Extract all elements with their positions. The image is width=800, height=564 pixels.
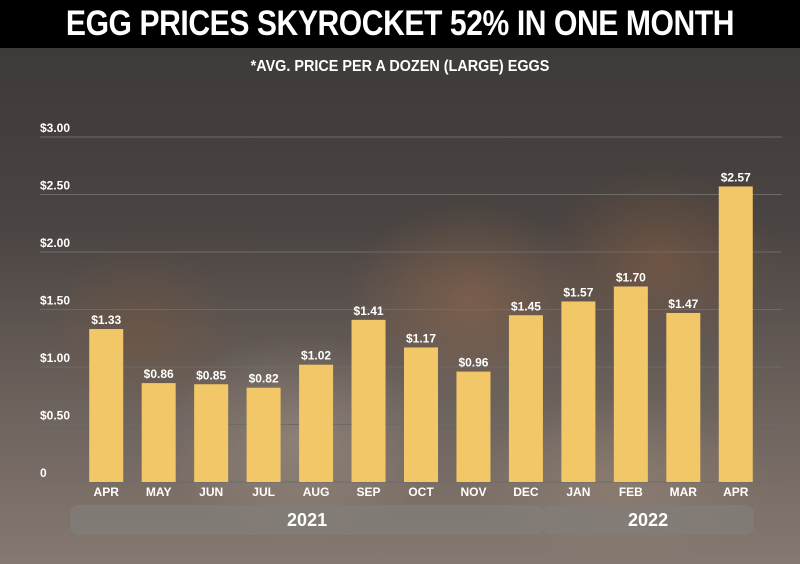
x-tick-label: MAR <box>670 485 698 499</box>
data-label: $2.57 <box>721 170 751 184</box>
data-label: $0.96 <box>458 356 488 370</box>
bar <box>666 312 701 482</box>
data-label: $1.47 <box>668 297 698 311</box>
bar <box>404 347 438 482</box>
bar <box>718 186 753 482</box>
data-label: $1.41 <box>354 304 384 318</box>
bar <box>194 384 229 482</box>
x-tick-label: APR <box>723 485 749 499</box>
y-tick-label: 0 <box>40 466 47 480</box>
bar <box>508 315 543 482</box>
year-group-label: 2022 <box>542 505 754 535</box>
chart-title: EGG PRICES SKYROCKET 52% IN ONE MONTH <box>65 4 735 43</box>
y-tick-label: $1.50 <box>40 294 70 308</box>
y-tick-label: $1.00 <box>40 351 70 365</box>
data-label: $0.85 <box>196 368 226 382</box>
year-group-label: 2021 <box>70 505 545 535</box>
data-label: $0.86 <box>144 367 174 381</box>
x-tick-label: NOV <box>460 485 486 499</box>
y-tick-label: $3.00 <box>40 121 70 135</box>
title-banner <box>0 0 800 48</box>
x-tick-label: OCT <box>408 485 434 499</box>
data-label: $1.02 <box>301 349 331 363</box>
bar <box>246 387 281 482</box>
x-tick-label: SEP <box>357 485 381 499</box>
bar <box>141 383 176 482</box>
bar <box>351 319 386 482</box>
x-tick-label: AUG <box>303 485 330 499</box>
data-label: $1.57 <box>563 285 593 299</box>
chart-subtitle: *AVG. PRICE PER A DOZEN (LARGE) EGGS <box>250 58 550 75</box>
data-label: $1.45 <box>511 299 541 313</box>
y-tick-label: $0.50 <box>40 409 70 423</box>
bar <box>89 329 124 482</box>
bar <box>561 301 596 482</box>
data-label: $1.33 <box>91 313 121 327</box>
data-label: $1.17 <box>406 331 436 345</box>
x-tick-label: DEC <box>513 485 539 499</box>
data-label: $0.82 <box>249 372 279 386</box>
x-tick-label: APR <box>94 485 120 499</box>
data-label: $1.70 <box>616 271 646 285</box>
x-tick-label: JUL <box>252 485 275 499</box>
x-tick-label: MAY <box>146 485 172 499</box>
y-tick-label: $2.00 <box>40 236 70 250</box>
x-tick-label: FEB <box>619 485 643 499</box>
y-tick-label: $2.50 <box>40 179 70 193</box>
bar <box>299 364 334 482</box>
x-tick-label: JAN <box>566 485 590 499</box>
bar <box>456 371 491 482</box>
bar <box>613 286 648 482</box>
x-tick-label: JUN <box>199 485 223 499</box>
